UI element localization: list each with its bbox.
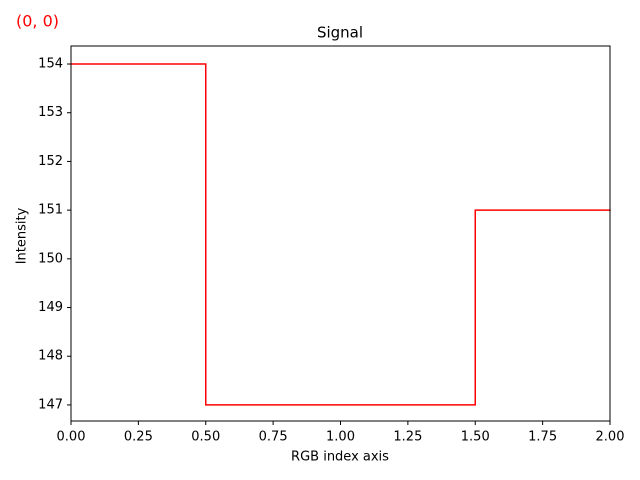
chart-title: Signal [317,24,363,42]
y-tick-label: 149 [38,300,63,315]
x-tick-label: 1.50 [461,430,490,445]
x-tick-label: 2.00 [596,430,625,445]
x-tick-label: 0.50 [191,430,220,445]
x-tick-label: 0.00 [57,430,86,445]
x-tick-label: 0.75 [259,430,288,445]
x-axis-label: RGB index axis [291,450,389,465]
x-tick-label: 1.00 [326,430,355,445]
x-tick-label: 1.25 [393,430,422,445]
y-tick-label: 152 [38,154,63,169]
y-tick-label: 150 [38,251,63,266]
y-tick-label: 151 [38,203,63,218]
annotation: (0, 0) [16,12,59,31]
y-tick-label: 153 [38,105,63,120]
y-tick-label: 148 [38,349,63,364]
plot-frame [70,45,611,422]
y-tick-label: 147 [38,397,63,412]
y-axis-label: Intensity [15,207,30,264]
x-tick-label: 0.25 [124,430,153,445]
x-tick-label: 1.75 [528,430,557,445]
y-tick-label: 154 [38,57,63,72]
